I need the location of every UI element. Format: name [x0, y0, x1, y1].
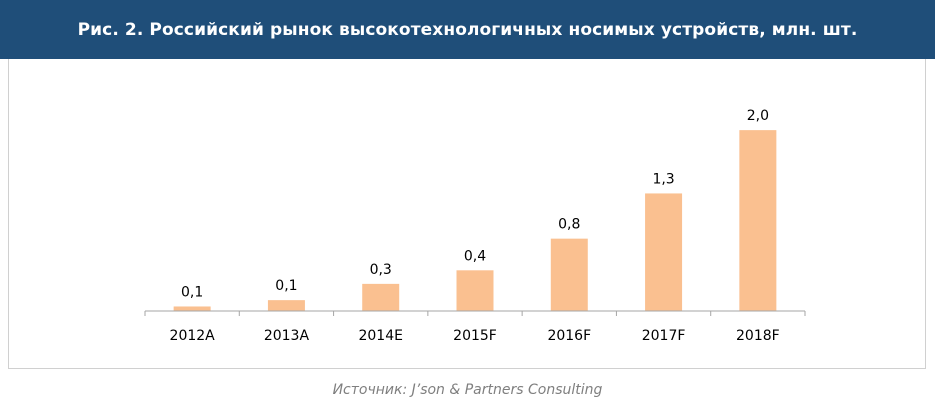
- x-tick-label-2012A: 2012A: [170, 328, 216, 344]
- bar-2016F: [550, 238, 588, 311]
- data-label-2016F: 0,8: [558, 217, 580, 233]
- chart-header: Рис. 2. Российский рынок высокотехнологи…: [0, 0, 935, 59]
- bar-2012A: [173, 306, 211, 311]
- chart-frame: [8, 59, 926, 369]
- bars-group: [173, 130, 777, 311]
- source-note: Источник: J’son & Partners Consulting: [332, 382, 603, 398]
- x-tick-label-2014E: 2014E: [358, 328, 402, 344]
- chart-title: Рис. 2. Российский рынок высокотехнологи…: [77, 19, 858, 40]
- bar-2017F: [645, 193, 683, 311]
- data-labels-group: 0,1 0,1 0,3 0,4 0,8 1,3 2,0: [181, 108, 769, 300]
- x-tick-label-2016F: 2016F: [547, 328, 591, 344]
- x-tick-label-2015F: 2015F: [453, 328, 497, 344]
- data-label-2018F: 2,0: [747, 108, 769, 124]
- bar-2014E: [362, 283, 400, 311]
- x-tick-label-2017F: 2017F: [642, 328, 686, 344]
- data-label-2017F: 1,3: [652, 171, 674, 187]
- data-label-2013A: 0,1: [275, 278, 297, 294]
- data-label-2012A: 0,1: [181, 284, 203, 300]
- x-axis-ticks: [144, 311, 806, 316]
- x-axis-tick-labels: 2012A 2013A 2014E 2015F 2016F 2017F 2018F: [170, 328, 780, 344]
- data-label-2015F: 0,4: [464, 248, 486, 264]
- bar-2013A: [267, 300, 305, 311]
- bar-2015F: [456, 270, 494, 311]
- x-tick-label-2018F: 2018F: [736, 328, 780, 344]
- x-tick-label-2013A: 2013A: [264, 328, 310, 344]
- bar-2018F: [739, 130, 777, 311]
- data-label-2014E: 0,3: [370, 262, 392, 278]
